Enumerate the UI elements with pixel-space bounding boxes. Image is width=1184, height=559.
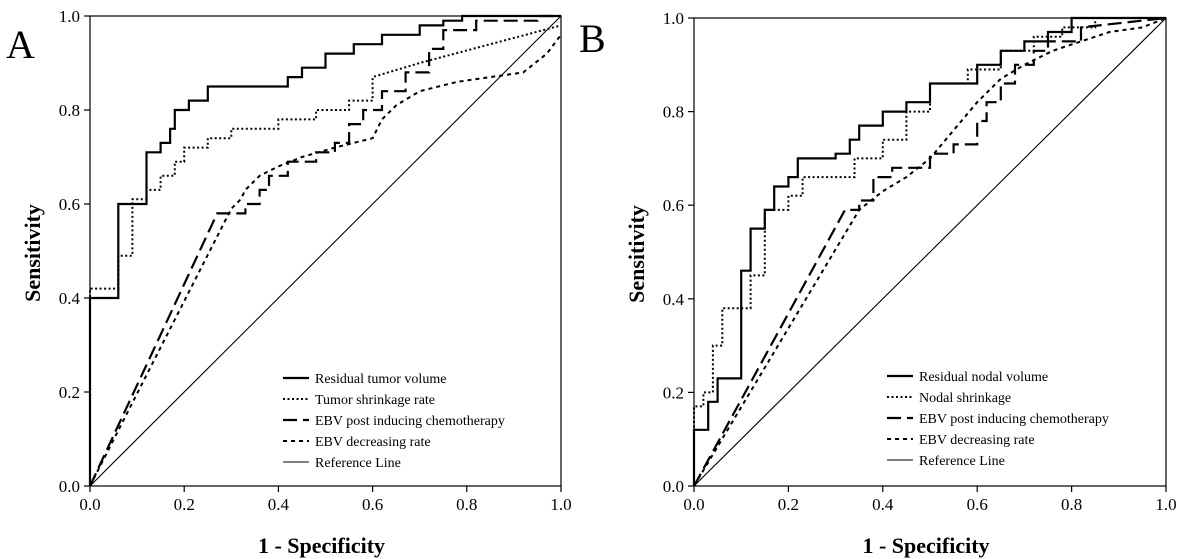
- legend-entry: Tumor shrinkage rate: [315, 393, 435, 408]
- series-line-tumor-shrinkage-rate: [89, 24, 562, 486]
- x-tick-label: 0.6: [967, 495, 988, 514]
- series-line-ebv-decreasing-rate: [89, 34, 562, 487]
- y-tick-label: 0.8: [59, 101, 80, 120]
- panel-b: 0.0 0.2 0.4 0.6 0.8 1.0 0.0 0.2 0.4 0.6 0.8 1.0 1 - …: [579, 9, 1177, 558]
- y-tick-label: 0.4: [663, 290, 685, 309]
- legend-entry: Reference Line: [919, 454, 1005, 469]
- legend-entry: Residual tumor volume: [315, 372, 446, 387]
- x-axis-label: 1 - Specificity: [862, 533, 989, 558]
- y-tick-label: 0.2: [663, 383, 684, 402]
- legend-entry: Residual nodal volume: [919, 370, 1048, 385]
- y-tick-label: 0.0: [663, 477, 684, 496]
- y-tick-label: 1.0: [59, 7, 80, 26]
- series-line-residual-tumor-volume: [88, 14, 561, 486]
- x-tick-label: 1.0: [1155, 495, 1176, 514]
- legend-entry: EBV post inducing chemotherapy: [919, 412, 1109, 427]
- legend: Residual nodal volume Nodal shrinkage EBV …: [887, 370, 1109, 469]
- legend-entry: Reference Line: [315, 456, 401, 471]
- y-tick-label: 0.2: [59, 383, 80, 402]
- series-line-residual-nodal-volume: [692, 16, 1166, 486]
- x-tick-label: 0.2: [778, 495, 799, 514]
- series-line-ebv-decreasing-rate: [693, 17, 1167, 487]
- legend-entry: EBV post inducing chemotherapy: [315, 414, 505, 429]
- plot-frame: [693, 17, 1167, 487]
- x-tick-label: 0.8: [1061, 495, 1082, 514]
- x-tick-label: 0.4: [872, 495, 894, 514]
- legend-entry: EBV decreasing rate: [919, 433, 1035, 448]
- y-tick-label: 0.6: [59, 195, 80, 214]
- y-axis-label: Sensitivity: [624, 205, 649, 303]
- series-line-reference-line: [693, 17, 1167, 487]
- x-tick-label: 1.0: [550, 495, 571, 514]
- legend: Residual tumor volume Tumor shrinkage rat…: [283, 372, 505, 471]
- series-line-nodal-shrinkage: [693, 17, 1166, 486]
- y-tick-label: 0.8: [663, 103, 684, 122]
- x-tick-label: 0.0: [79, 495, 100, 514]
- series-line-reference-line: [89, 15, 562, 487]
- plot-frame: [89, 15, 562, 487]
- legend-entry: EBV decreasing rate: [315, 435, 431, 450]
- legend-entry: Nodal shrinkage: [919, 391, 1011, 406]
- x-axis-label: 1 - Specificity: [258, 533, 385, 558]
- series-line-ebv-post-inducing-chemotherapy: [89, 14, 561, 487]
- panel-a: 0.0 0.2 0.4 0.6 0.8 1.0 0.0 0.2 0.4 0.6 0.8 1.0 1 - …: [6, 7, 572, 558]
- x-tick-label: 0.4: [268, 495, 290, 514]
- y-tick-label: 0.4: [59, 289, 81, 308]
- x-tick-label: 0.0: [683, 495, 704, 514]
- y-tick-label: 1.0: [663, 9, 684, 28]
- y-axis-label: Sensitivity: [20, 204, 45, 302]
- y-tick-label: 0.0: [59, 477, 80, 496]
- x-tick-label: 0.8: [456, 495, 477, 514]
- series-line-ebv-post-inducing-chemotherapy: [693, 16, 1167, 487]
- panel-letter: A: [6, 22, 35, 67]
- y-tick-label: 0.6: [663, 196, 684, 215]
- panel-letter: B: [579, 16, 606, 61]
- x-tick-label: 0.6: [362, 495, 383, 514]
- x-tick-label: 0.2: [174, 495, 195, 514]
